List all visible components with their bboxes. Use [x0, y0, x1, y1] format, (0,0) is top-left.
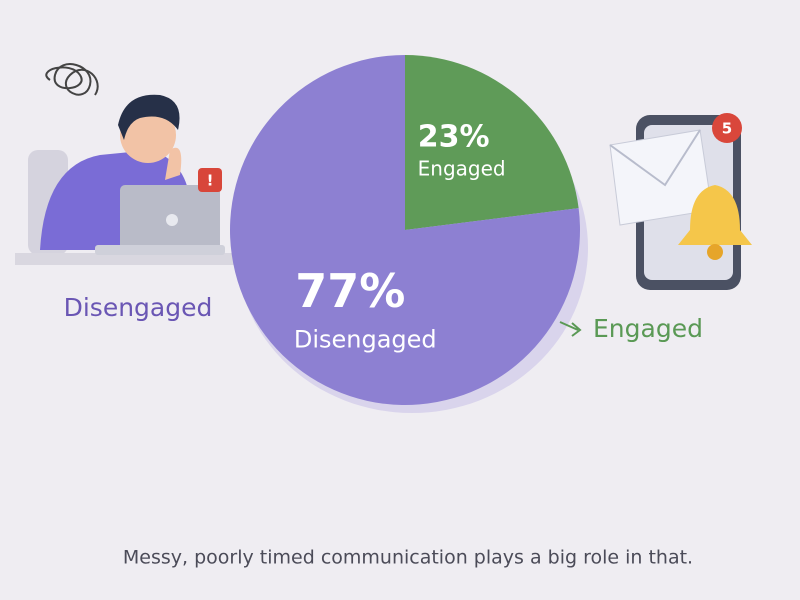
notification-badge: 5 [722, 120, 732, 138]
value-label: 77% [295, 264, 405, 318]
pie-slice [405, 55, 579, 230]
pie-slice [229, 55, 581, 405]
outer-label: Engaged [593, 314, 703, 343]
alert-icon-text: ! [207, 172, 214, 190]
phone-illustration: 5 [609, 113, 752, 290]
outer-label: Disengaged [64, 293, 213, 322]
tired-worker-illustration: ! [15, 63, 235, 265]
caption: Messy, poorly timed communication plays … [123, 547, 693, 569]
pie-chart: 77% Disengaged 23%Engaged [229, 55, 581, 405]
arrow [559, 321, 582, 337]
value-label: 23% [418, 119, 490, 154]
slice-name: Engaged [418, 156, 506, 180]
slice-name: Disengaged [294, 325, 437, 353]
